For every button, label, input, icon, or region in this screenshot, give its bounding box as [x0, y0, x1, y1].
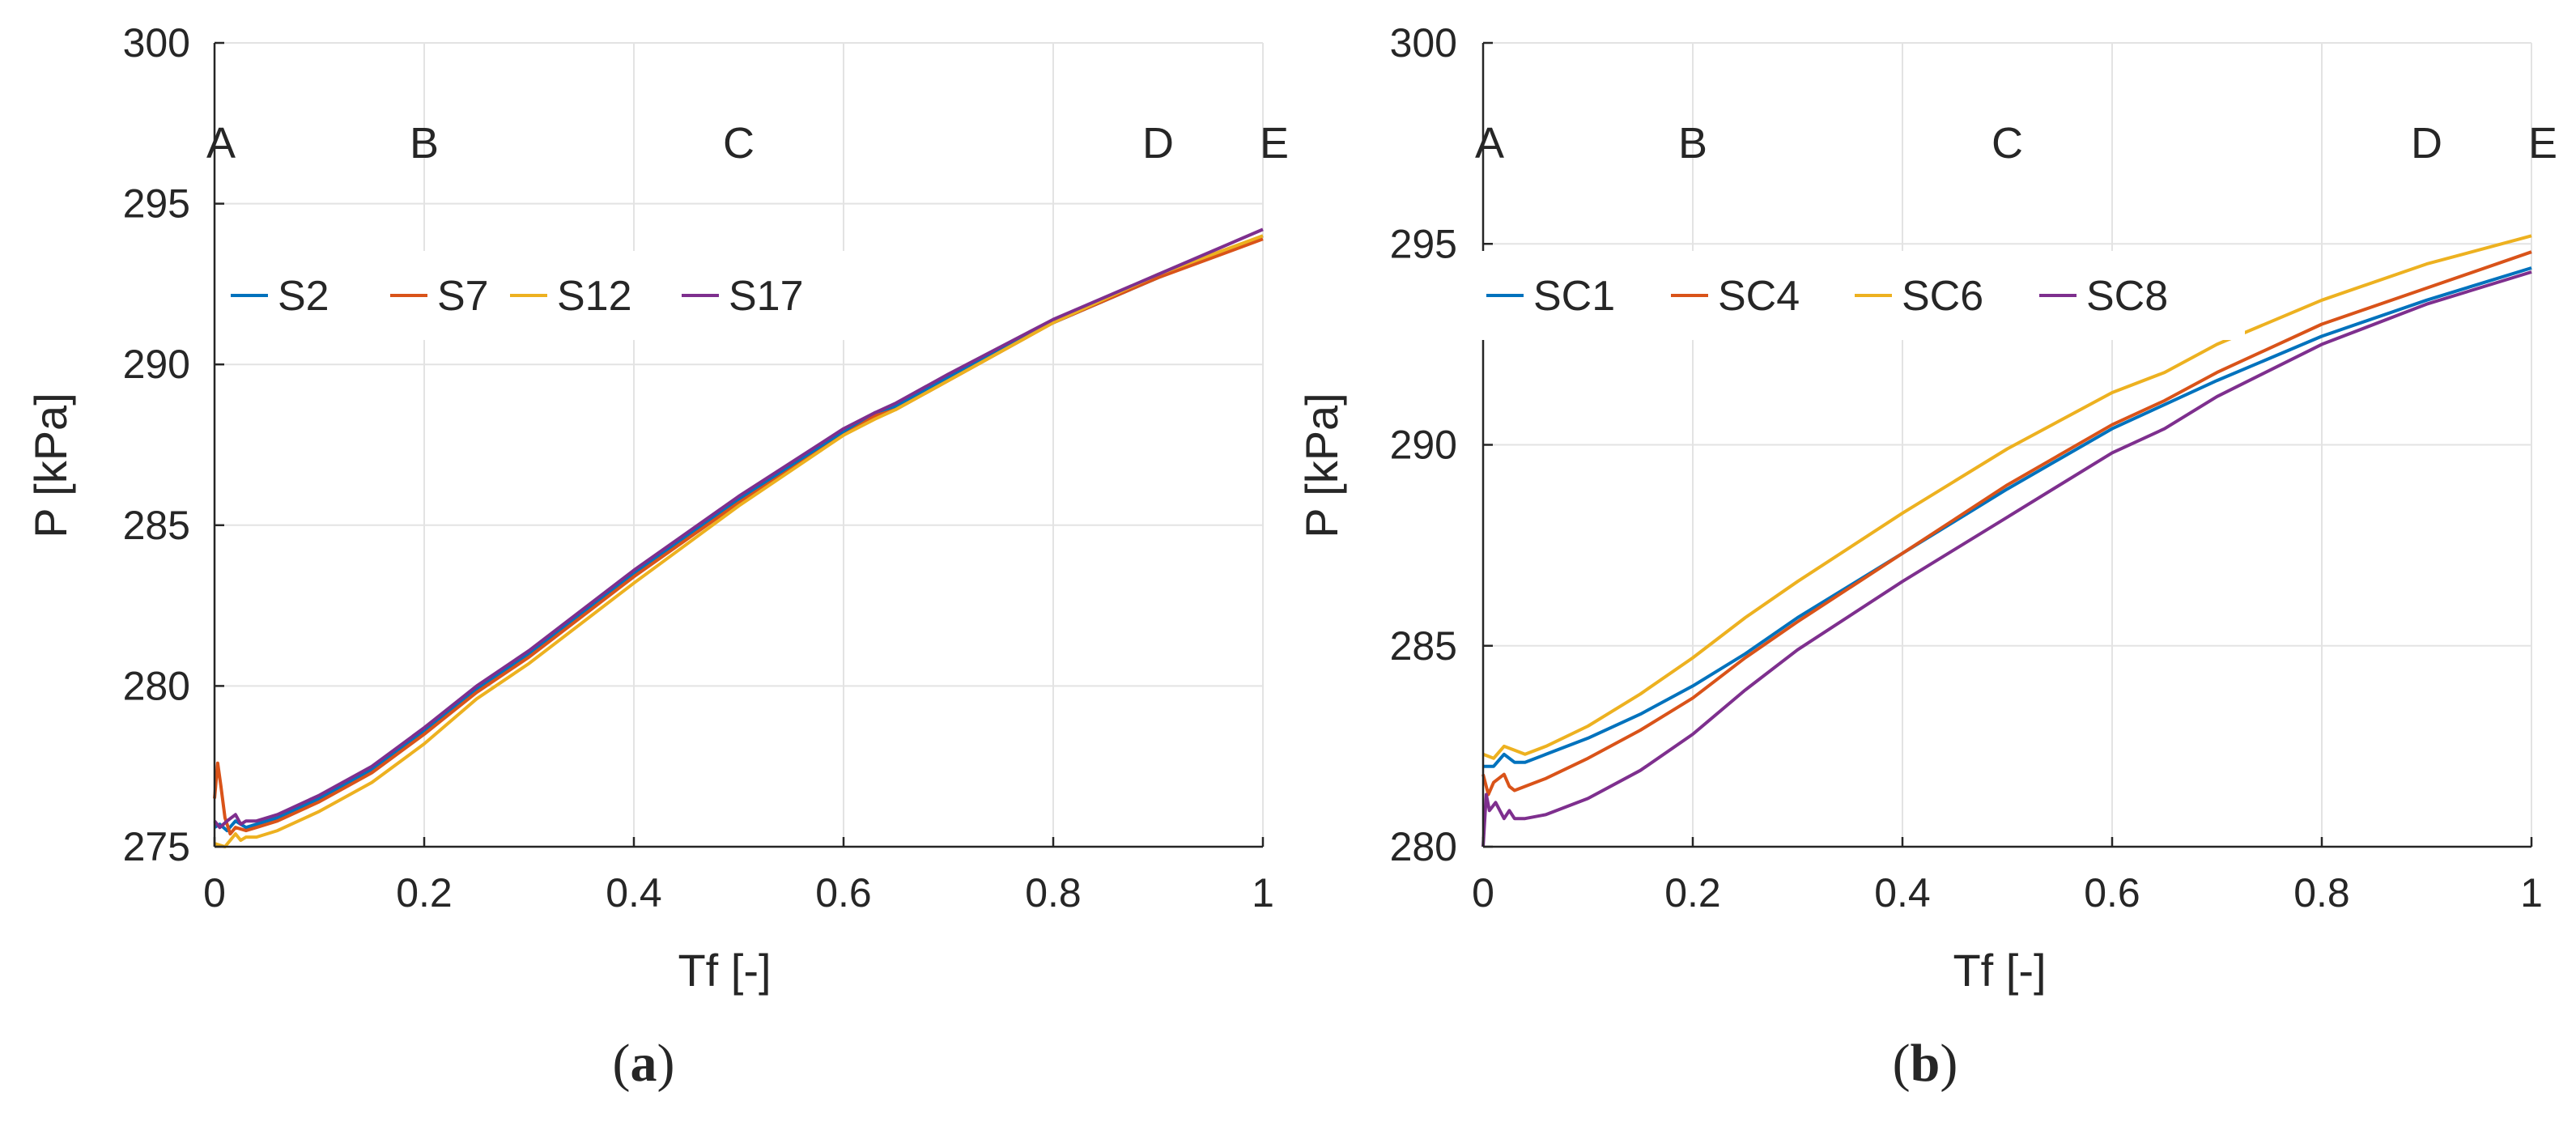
- y-tick-label: 295: [123, 181, 190, 227]
- x-tick-label: 0: [1472, 870, 1494, 916]
- y-tick-label: 300: [123, 20, 190, 66]
- x-axis-title: Tf [-]: [678, 945, 771, 996]
- panel-caption: (b): [1893, 1034, 1958, 1093]
- x-tick-label: 0.2: [1664, 870, 1721, 916]
- phase-annotation-C: C: [1992, 119, 2023, 168]
- x-tick-label: 0.8: [1025, 870, 1082, 916]
- legend-label-SC6: SC6: [1902, 273, 1983, 320]
- legend-box: [231, 251, 911, 340]
- x-tick-label: 0.2: [396, 870, 453, 916]
- legend-label-S17: S17: [729, 273, 804, 320]
- y-tick-label: 280: [1390, 824, 1457, 869]
- y-tick-label: 280: [123, 663, 190, 708]
- x-tick-label: 1: [1252, 870, 1274, 916]
- x-tick-label: 0.8: [2293, 870, 2350, 916]
- legend: S2 S7 S12 S17: [231, 251, 911, 340]
- legend: SC1 SC4 SC6 SC8: [1480, 251, 2245, 340]
- phase-annotation-B: B: [1678, 119, 1707, 168]
- phase-annotation-D: D: [1142, 119, 1174, 168]
- x-tick-label: 1: [2520, 870, 2543, 916]
- phase-annotation-E: E: [1260, 119, 1289, 168]
- x-tick-label: 0.6: [2084, 870, 2140, 916]
- series-line-S12: [214, 234, 1264, 848]
- series-line-SC6: [1482, 234, 2532, 760]
- legend-label-S12: S12: [557, 273, 632, 320]
- legend-label-S7: S7: [437, 273, 489, 320]
- chart-panel-b: 0 0.2 0.4 0.6 0.8 1 280 285 290 295 300 A B C D E SC1 SC4…: [1296, 20, 2557, 1093]
- phase-annotation-A: A: [206, 119, 236, 168]
- x-tick-label: 0.6: [815, 870, 872, 916]
- phase-annotation-E: E: [2528, 119, 2557, 168]
- series-line-SC4: [1481, 250, 2532, 797]
- y-tick-label: 295: [1390, 221, 1457, 266]
- legend-label-SC1: SC1: [1533, 273, 1615, 320]
- series-line-SC8: [1481, 270, 2532, 848]
- series-line-SC1: [1483, 266, 2532, 768]
- y-tick-label: 285: [1390, 623, 1457, 669]
- x-tick-label: 0.4: [606, 870, 662, 916]
- y-axis-title: P [kPa]: [1296, 393, 1347, 538]
- y-tick-label: 290: [1390, 423, 1457, 468]
- x-tick-label: 0: [203, 870, 226, 916]
- phase-annotation-C: C: [723, 119, 755, 168]
- legend-label-SC4: SC4: [1718, 273, 1800, 320]
- phase-annotation-B: B: [410, 119, 439, 168]
- legend-label-SC8: SC8: [2086, 273, 2168, 320]
- y-tick-label: 275: [123, 824, 190, 869]
- series-line-S17: [213, 227, 1264, 830]
- y-tick-label: 285: [123, 503, 190, 548]
- x-axis-title: Tf [-]: [1953, 945, 2046, 996]
- y-axis-title: P [kPa]: [25, 393, 76, 538]
- y-tick-label: 300: [1390, 20, 1457, 66]
- phase-annotation-D: D: [2411, 119, 2442, 168]
- panel-caption: (a): [613, 1034, 675, 1093]
- phase-annotation-A: A: [1475, 119, 1504, 168]
- y-tick-label: 290: [123, 342, 190, 387]
- legend-label-S2: S2: [278, 273, 329, 320]
- x-tick-label: 0.4: [1874, 870, 1931, 916]
